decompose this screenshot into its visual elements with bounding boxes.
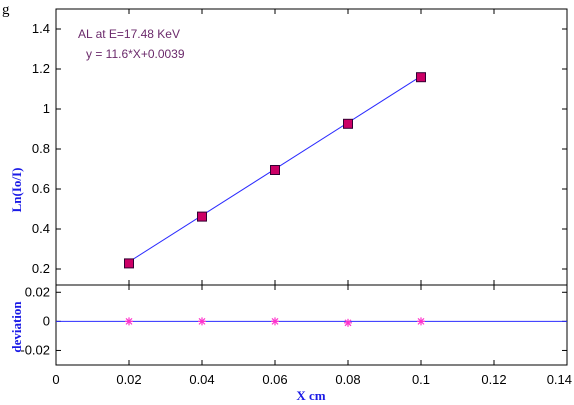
annotation-equation: y = 11.6*X+0.0039 [86,47,185,61]
deviation-y-tick-label: 0 [43,313,50,328]
x-tick-label: 0.04 [189,372,214,387]
deviation-marker [198,317,206,326]
x-tick-label: 0.08 [335,372,360,387]
x-axis-label: X cm [296,388,325,403]
deviation-marker [271,317,279,326]
x-tick-label: 0.02 [116,372,141,387]
deviation-marker [125,317,133,326]
fit-y-tick-label: 0.2 [32,261,50,276]
deviation-marker [344,318,352,327]
x-tick-label: 0 [52,372,59,387]
deviation-y-tick-label: -0.02 [20,342,50,357]
x-tick-label: 0.06 [262,372,287,387]
deviation-y-axis-label: deviation [9,301,24,353]
x-tick-label: 0.12 [481,372,506,387]
deviation-panel: 0.020-0.02 0 0.02 0.04 0.06 0.08 0.1 0.12 0.14 … [9,284,572,403]
x-tick-label: 0.14 [547,372,572,387]
x-tick-label: 0.1 [412,372,430,387]
fit-y-tick-label: 0.4 [32,221,50,236]
data-point-marker [197,211,207,222]
fit-y-tick-label: 1 [43,101,50,116]
fit-y-tick-label: 0.8 [32,141,50,156]
deviation-marker [417,317,425,326]
fit-y-tick-label: 1.4 [32,21,50,36]
deviation-y-tick-label: 0.02 [25,284,50,299]
fit-plot-frame [55,8,568,286]
annotation-energy: AL at E=17.48 KeV [78,27,180,41]
data-point-marker [416,72,426,83]
fit-y-tick-label: 0.6 [32,181,50,196]
data-point-marker [343,118,353,129]
fit-panel: 1.4 1.2 1 0.8 0.6 0.4 0.2 AL at E=17.48 KeV y … [9,8,568,286]
fit-y-tick-label: 1.2 [32,61,50,76]
deviation-plot-frame [55,284,568,366]
fit-y-axis-label: Ln(Io/I) [9,168,24,213]
header-fragment: g [2,2,10,18]
data-point-marker [124,258,134,269]
data-point-marker [270,165,280,175]
